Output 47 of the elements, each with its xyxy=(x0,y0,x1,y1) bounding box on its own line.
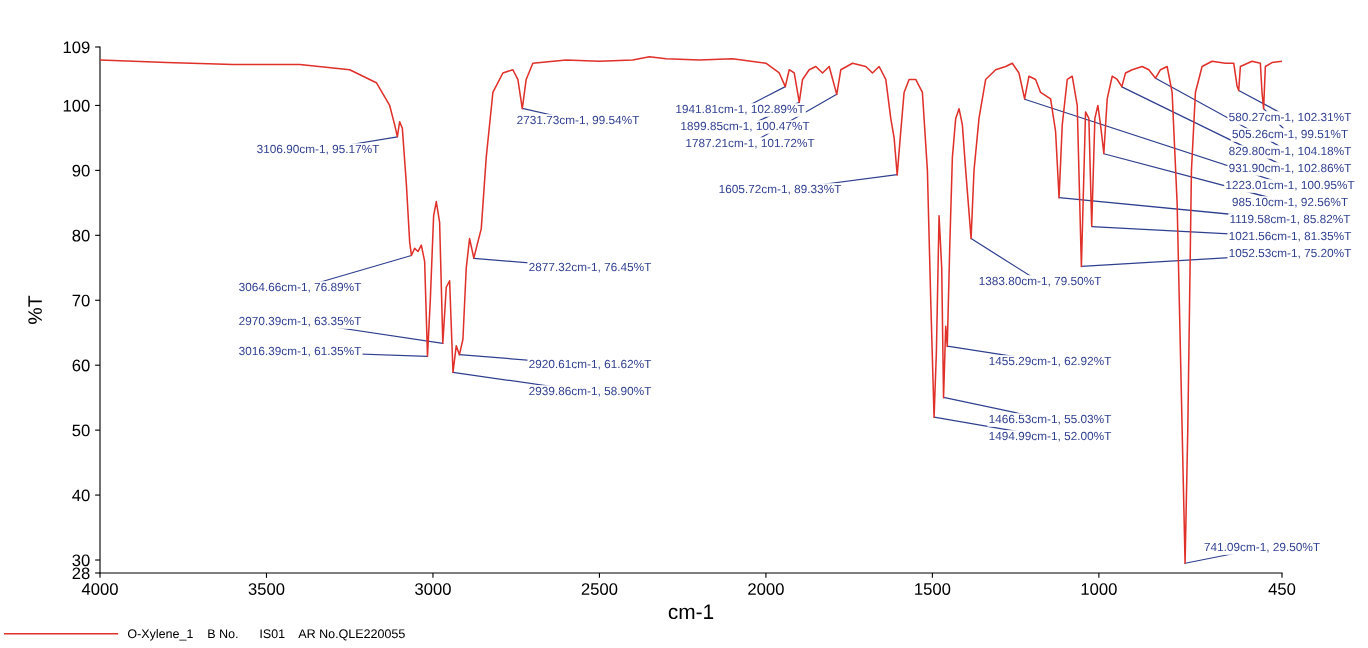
text: O-Xylene_1 B No. IS01 AR No.QLE220055 xyxy=(127,628,405,641)
y-tick-label: 50 xyxy=(72,424,90,437)
x-tick-label: 1500 xyxy=(915,583,951,595)
x-tick-label: 1000 xyxy=(1081,583,1117,595)
annotation: 1494.99cm-1, 52.00%T xyxy=(989,431,1112,442)
annotation: 1466.53cm-1, 55.03%T xyxy=(989,414,1112,425)
x-tick-label: 2500 xyxy=(581,583,618,595)
annotation: 829.80cm-1, 104.18%T xyxy=(1229,146,1352,157)
annotation: 505.26cm-1, 99.51%T xyxy=(1232,129,1348,140)
annotation: 1021.56cm-1, 81.35%T xyxy=(1229,231,1352,242)
annotation: 1119.58cm-1, 85.82%T xyxy=(1230,214,1351,225)
annotation: 1787.21cm-1, 101.72%T xyxy=(686,138,815,149)
annotation: 1455.29cm-1, 62.92%T xyxy=(989,356,1112,367)
annotation: 2731.73cm-1, 99.54%T xyxy=(517,115,640,126)
x-tick-label: 2000 xyxy=(748,583,784,595)
y-tick-label: 60 xyxy=(72,359,90,372)
y-tick-label: 100 xyxy=(63,99,90,112)
y-axis-title: %T xyxy=(28,295,42,324)
y-tick-label: 109 xyxy=(63,41,90,54)
y-tick-label: 40 xyxy=(72,489,90,502)
annotation: 3064.66cm-1, 76.89%T xyxy=(239,282,362,293)
y-tick-label: 70 xyxy=(72,294,90,307)
annotation: 741.09cm-1, 29.50%T xyxy=(1204,542,1320,553)
y-tick-label: 30 xyxy=(72,554,90,567)
annotation: 1052.53cm-1, 75.20%T xyxy=(1229,248,1352,259)
annotation: 1941.81cm-1, 102.89%T xyxy=(676,104,805,115)
annotation: 1223.01cm-1, 100.95%T xyxy=(1226,180,1355,191)
annotation: 1899.85cm-1, 100.47%T xyxy=(681,121,810,132)
annotation: 2920.61cm-1, 61.62%T xyxy=(529,359,652,370)
x-tick-label: 4000 xyxy=(81,583,118,595)
x-tick-label: 450 xyxy=(1268,583,1296,595)
annotation: 2970.39cm-1, 63.35%T xyxy=(239,316,362,327)
annotation: 3016.39cm-1, 61.35%T xyxy=(239,346,362,357)
y-tick-label: 28 xyxy=(72,567,90,580)
annotation: 2939.86cm-1, 58.90%T xyxy=(529,386,652,397)
annotation: 2877.32cm-1, 76.45%T xyxy=(529,262,652,273)
x-tick-label: 3500 xyxy=(248,583,285,595)
x-axis-title: cm-1 xyxy=(668,604,714,620)
annotation: 931.90cm-1, 102.86%T xyxy=(1229,163,1352,174)
y-tick-label: 90 xyxy=(72,164,90,177)
annotation: 985.10cm-1, 92.56%T xyxy=(1232,197,1348,208)
annotation: 1383.80cm-1, 79.50%T xyxy=(979,276,1102,287)
annotation: 1605.72cm-1, 89.33%T xyxy=(719,184,842,195)
x-tick-label: 3000 xyxy=(415,583,451,595)
annotation: 3106.90cm-1, 95.17%T xyxy=(257,144,380,155)
annotation: 580.27cm-1, 102.31%T xyxy=(1229,112,1352,123)
y-tick-label: 80 xyxy=(72,229,90,242)
